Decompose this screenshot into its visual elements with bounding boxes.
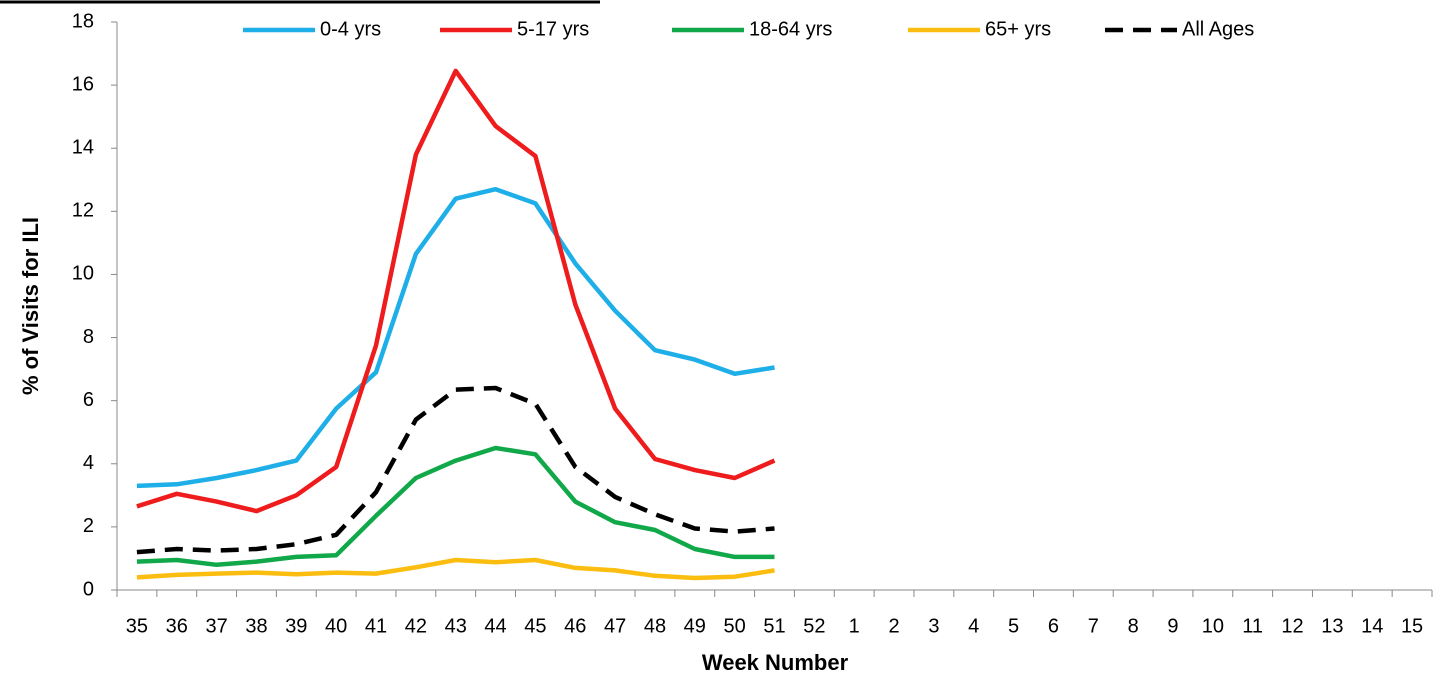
- x-tick-label: 42: [405, 615, 427, 637]
- x-tick-label: 43: [445, 615, 467, 637]
- x-tick-label: 9: [1167, 615, 1178, 637]
- y-tick-label: 2: [83, 515, 94, 537]
- x-tick-label: 7: [1088, 615, 1099, 637]
- x-axis-title: Week Number: [702, 650, 849, 675]
- legend-label: 18-64 yrs: [749, 18, 832, 40]
- series-line: [136, 445, 775, 568]
- x-tick-label: 15: [1401, 615, 1423, 637]
- x-tick-label: 11: [1242, 615, 1263, 637]
- x-tick-label: 37: [205, 615, 227, 637]
- x-tick-label: 45: [524, 615, 546, 637]
- x-tick-label: 8: [1128, 615, 1139, 637]
- x-tick-label: 12: [1281, 615, 1303, 637]
- legend-label: 65+ yrs: [985, 18, 1051, 40]
- x-tick-label: 36: [166, 615, 188, 637]
- x-tick-label: 4: [968, 615, 979, 637]
- x-tick-label: 1: [849, 615, 860, 637]
- x-tick-label: 6: [1048, 615, 1059, 637]
- y-tick-label: 16: [72, 73, 94, 95]
- x-tick-label: 48: [644, 615, 666, 637]
- x-tick-label: 38: [245, 615, 267, 637]
- x-tick-label: 50: [724, 615, 746, 637]
- x-tick-label: 13: [1321, 615, 1343, 637]
- y-tick-label: 10: [72, 263, 94, 285]
- x-tick-label: 5: [1008, 615, 1019, 637]
- x-tick-label: 41: [365, 615, 387, 637]
- x-tick-label: 2: [888, 615, 899, 637]
- x-tick-label: 39: [285, 615, 307, 637]
- x-tick-label: 49: [684, 615, 706, 637]
- x-tick-label: 3: [928, 615, 939, 637]
- y-tick-label: 8: [83, 326, 94, 348]
- x-tick-label: 44: [484, 615, 506, 637]
- x-tick-label: 51: [763, 615, 785, 637]
- series-line: [136, 557, 775, 581]
- y-tick-label: 0: [83, 578, 94, 600]
- series-line: [136, 68, 776, 514]
- series-line: [136, 186, 775, 489]
- legend-label: 5-17 yrs: [517, 18, 589, 40]
- y-tick-label: 4: [83, 452, 94, 474]
- x-tick-label: 35: [126, 615, 148, 637]
- y-tick-label: 6: [83, 389, 94, 411]
- y-axis-title: % of Visits for ILI: [18, 217, 43, 395]
- legend-label: 0-4 yrs: [320, 18, 381, 40]
- legend-label: All Ages: [1182, 18, 1254, 40]
- x-tick-label: 10: [1202, 615, 1224, 637]
- series-line: [136, 385, 775, 555]
- x-tick-label: 14: [1361, 615, 1383, 637]
- x-tick-label: 52: [803, 615, 825, 637]
- x-tick-label: 40: [325, 615, 347, 637]
- y-tick-label: 14: [72, 137, 94, 159]
- x-tick-label: 46: [564, 615, 586, 637]
- y-tick-label: 18: [72, 10, 94, 32]
- y-tick-label: 12: [72, 200, 94, 222]
- x-tick-label: 47: [604, 615, 626, 637]
